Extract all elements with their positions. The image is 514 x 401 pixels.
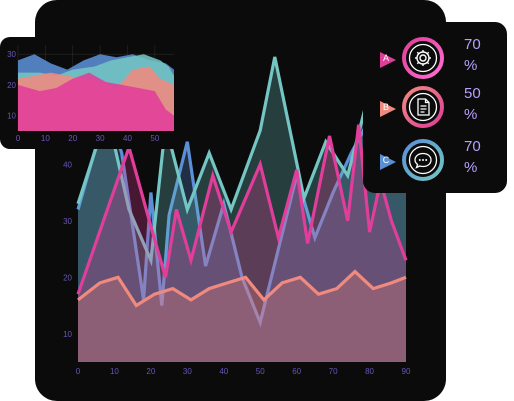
x-tick-label: 10 xyxy=(41,134,50,143)
x-tick-label: 30 xyxy=(96,134,105,143)
x-tick-label: 50 xyxy=(150,134,159,143)
stat-value: 70 % xyxy=(464,36,481,74)
stat-letter: C xyxy=(382,155,390,165)
y-tick-label: 40 xyxy=(63,160,72,169)
series-line xyxy=(76,124,408,295)
series-area xyxy=(78,124,406,362)
x-tick-label: 30 xyxy=(183,367,192,376)
x-tick-label: 40 xyxy=(219,367,228,376)
series-area xyxy=(18,72,174,131)
chat-icon xyxy=(402,139,444,181)
y-tick-label: 10 xyxy=(63,330,72,339)
stat-value: 70 % xyxy=(464,138,481,176)
x-tick-label: 0 xyxy=(76,367,81,376)
x-tick-label: 60 xyxy=(292,367,301,376)
y-tick-label: 30 xyxy=(7,50,16,59)
stats-panel: A 70 % B xyxy=(363,22,507,193)
arrow-marker-icon xyxy=(380,101,396,117)
stat-row-a: A 70 % xyxy=(363,34,507,82)
x-tick-label: 40 xyxy=(123,134,132,143)
x-tick-label: 20 xyxy=(146,367,155,376)
y-tick-label: 30 xyxy=(63,217,72,226)
gear-icon xyxy=(402,37,444,79)
x-tick-label: 80 xyxy=(365,367,374,376)
series-line xyxy=(76,78,408,328)
y-tick-label: 10 xyxy=(7,112,16,121)
series-area xyxy=(78,271,406,362)
arrow-marker-icon xyxy=(380,52,396,68)
series-line xyxy=(77,269,407,308)
stat-row-c: C 70 % xyxy=(363,136,507,184)
x-tick-label: 0 xyxy=(16,134,21,143)
stat-row-b: B 50 % xyxy=(363,83,507,131)
y-tick-label: 20 xyxy=(63,273,72,282)
x-tick-label: 50 xyxy=(256,367,265,376)
x-tick-label: 70 xyxy=(329,367,338,376)
stat-letter: B xyxy=(382,102,389,112)
x-tick-label: 20 xyxy=(68,134,77,143)
y-tick-label: 20 xyxy=(7,81,16,90)
x-tick-label: 90 xyxy=(402,367,411,376)
arrow-marker-icon xyxy=(380,154,396,170)
main-chart: 0 10 20 30 40 50 60 70 80 90 10 20 30 40 xyxy=(63,56,411,376)
stat-value: 50 % xyxy=(464,85,481,123)
document-icon xyxy=(402,86,444,128)
stat-letter: A xyxy=(382,53,389,63)
x-tick-label: 10 xyxy=(110,367,119,376)
mini-chart: 0 10 20 30 40 50 10 20 30 xyxy=(7,45,174,143)
